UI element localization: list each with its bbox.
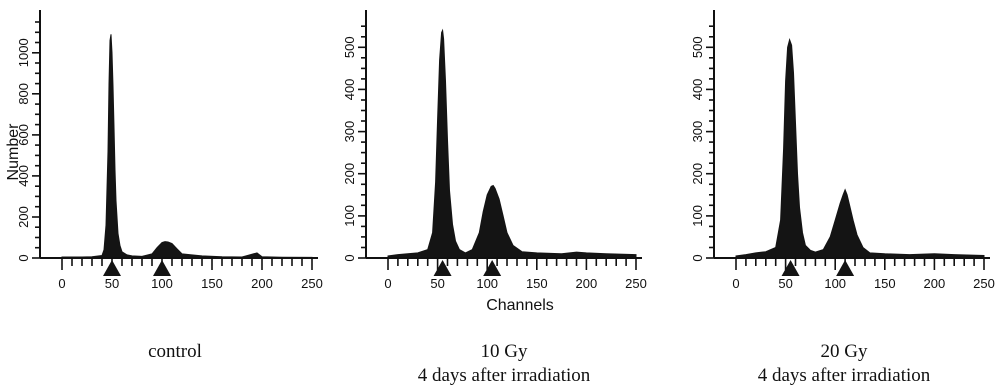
- y-tick-label: 400: [342, 79, 357, 101]
- x-tick-label: 100: [476, 276, 498, 291]
- panel-caption-line: control: [148, 341, 202, 362]
- x-tick-label: 100: [824, 276, 846, 291]
- x-tick-label: 0: [58, 276, 65, 291]
- chart-panel-1: 0 200 400 600 800 1000 0 50 100 150 200 250 Number co…: [5, 10, 323, 362]
- peak-marker-triangle: [103, 260, 121, 276]
- x-tick-label: 150: [874, 276, 896, 291]
- chart-panel-3: 0 100 200 300 400 500 0 50 100 150 200 250 20 Gy 4 da…: [690, 10, 995, 386]
- y-tick-label: 1000: [16, 38, 31, 67]
- peak-marker-triangle: [433, 260, 452, 276]
- x-tick-label: 150: [526, 276, 548, 291]
- y-tick-label: 100: [690, 205, 705, 227]
- chart-panel-2: 0 100 200 300 400 500 0 50 100 150 200 250 Channels 1…: [342, 10, 647, 386]
- y-tick-label: 300: [690, 121, 705, 143]
- x-tick-label: 50: [778, 276, 792, 291]
- y-tick-label: 300: [342, 121, 357, 143]
- peak-marker-triangle: [781, 260, 800, 276]
- peak-marker-triangle: [153, 260, 171, 276]
- panel-caption-line: 4 days after irradiation: [418, 365, 591, 386]
- y-tick-label: 500: [342, 36, 357, 58]
- y-tick-label: 200: [690, 163, 705, 185]
- y-tick-label: 0: [16, 254, 31, 261]
- y-tick-label: 500: [690, 36, 705, 58]
- y-tick-label: 0: [342, 254, 357, 261]
- x-tick-label: 250: [625, 276, 647, 291]
- x-axis-title: Channels: [486, 297, 554, 314]
- y-tick-label: 600: [16, 124, 31, 146]
- histogram-series-1: [61, 34, 313, 259]
- panel-caption-line: 4 days after irradiation: [758, 365, 931, 386]
- x-tick-label: 50: [430, 276, 444, 291]
- x-tick-label: 200: [251, 276, 273, 291]
- y-tick-label: 800: [16, 83, 31, 105]
- histogram-series-1: [735, 38, 985, 259]
- y-tick-label: 100: [342, 205, 357, 227]
- x-tick-label: 100: [151, 276, 173, 291]
- x-tick-label: 250: [973, 276, 995, 291]
- y-axis-title: Number: [5, 123, 22, 181]
- panel-caption-line: 20 Gy: [821, 341, 868, 362]
- y-tick-label: 400: [16, 165, 31, 187]
- y-tick-label: 200: [342, 163, 357, 185]
- x-tick-label: 250: [301, 276, 323, 291]
- x-tick-label: 150: [201, 276, 223, 291]
- y-tick-label: 0: [690, 254, 705, 261]
- histogram-series-1: [387, 28, 637, 259]
- y-tick-label: 200: [16, 206, 31, 228]
- x-tick-label: 200: [924, 276, 946, 291]
- panel-caption-line: 10 Gy: [481, 341, 528, 362]
- x-tick-label: 0: [732, 276, 739, 291]
- peak-marker-triangle: [836, 260, 855, 276]
- x-tick-label: 200: [576, 276, 598, 291]
- peak-marker-triangle: [483, 260, 502, 276]
- y-tick-label: 400: [690, 79, 705, 101]
- x-tick-label: 0: [384, 276, 391, 291]
- x-tick-label: 50: [105, 276, 119, 291]
